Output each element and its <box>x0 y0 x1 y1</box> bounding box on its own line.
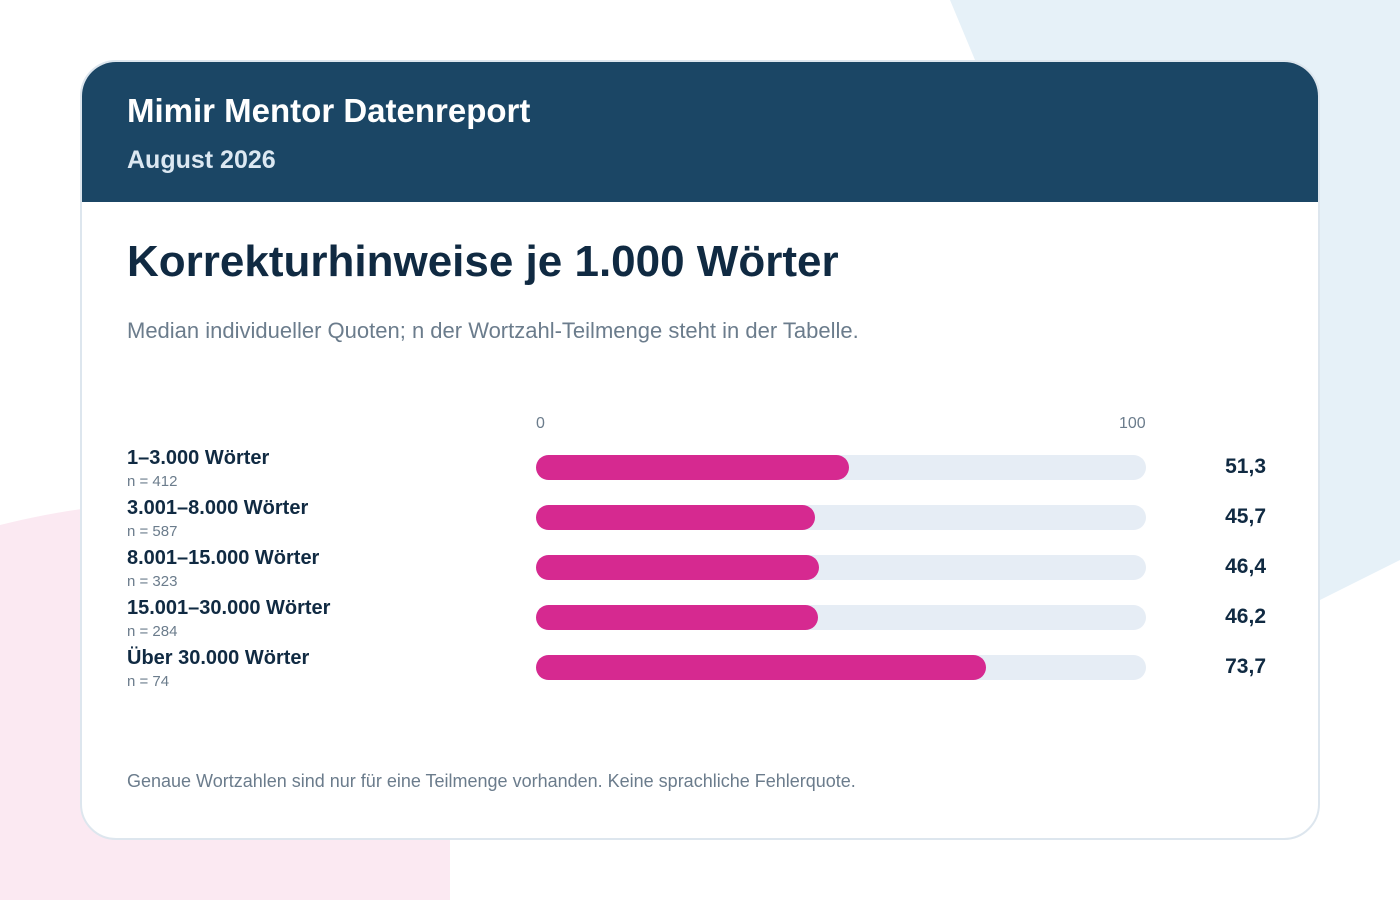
bar-track <box>536 605 1146 630</box>
sample-size-label: n = 412 <box>127 473 178 490</box>
sample-size-label: n = 323 <box>127 573 178 590</box>
value-label: 46,2 <box>1225 605 1266 628</box>
sample-size-label: n = 587 <box>127 523 178 540</box>
bar-row: Über 30.000 Wörter n = 74 73,7 <box>82 646 1318 696</box>
sample-size-label: n = 74 <box>127 673 170 690</box>
category-label: 8.001–15.000 Wörter <box>127 547 320 569</box>
bar-track <box>536 505 1146 530</box>
bar <box>536 655 986 680</box>
bar-row: 15.001–30.000 Wörter n = 284 46,2 <box>82 596 1318 646</box>
category-label: 3.001–8.000 Wörter <box>127 497 309 519</box>
bar <box>536 555 820 580</box>
chart-footnote: Genaue Wortzahlen sind nur für eine Teil… <box>127 771 856 791</box>
sample-size-label: n = 284 <box>127 623 178 640</box>
category-label: 1–3.000 Wörter <box>127 447 270 469</box>
axis-tick-min: 0 <box>536 415 545 432</box>
report-card: Mimir Mentor Datenreport August 2026 Kor… <box>80 60 1320 840</box>
bar-track <box>536 455 1146 480</box>
bar <box>536 605 818 630</box>
bar-row: 8.001–15.000 Wörter n = 323 46,4 <box>82 546 1318 596</box>
bar-track <box>536 555 1146 580</box>
axis-tick-max: 100 <box>1119 415 1146 432</box>
value-label: 73,7 <box>1225 655 1266 678</box>
value-label: 45,7 <box>1225 505 1266 528</box>
bar-row: 3.001–8.000 Wörter n = 587 45,7 <box>82 496 1318 546</box>
bar-track <box>536 655 1146 680</box>
report-brand-title: Mimir Mentor Datenreport <box>127 92 531 129</box>
category-label: 15.001–30.000 Wörter <box>127 597 331 619</box>
chart-title: Korrekturhinweise je 1.000 Wörter <box>127 237 839 286</box>
category-label: Über 30.000 Wörter <box>127 647 310 669</box>
report-period: August 2026 <box>127 146 276 174</box>
value-label: 51,3 <box>1225 455 1266 478</box>
bar-row: 1–3.000 Wörter n = 412 51,3 <box>82 446 1318 496</box>
bar <box>536 505 815 530</box>
report-header: Mimir Mentor Datenreport August 2026 <box>82 62 1318 202</box>
value-label: 46,4 <box>1225 555 1266 578</box>
chart-subtitle: Median individueller Quoten; n der Wortz… <box>127 318 859 343</box>
bar <box>536 455 849 480</box>
bar-chart: 1–3.000 Wörter n = 412 51,3 3.001–8.000 … <box>82 446 1318 696</box>
